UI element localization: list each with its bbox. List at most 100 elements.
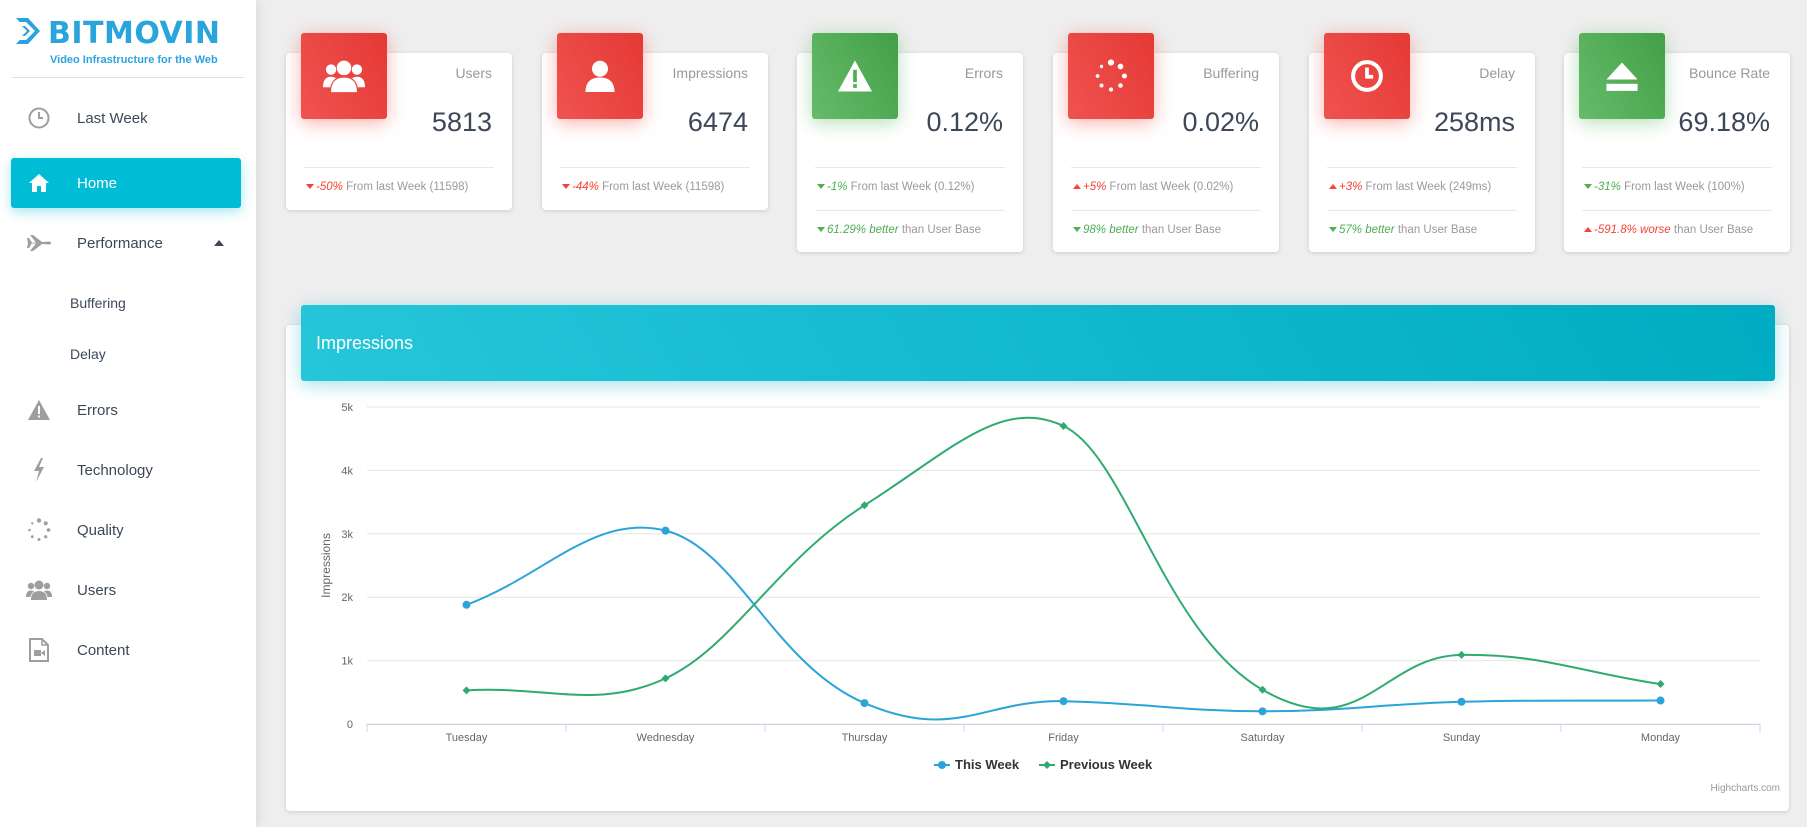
bitmovin-logo-icon [16,18,40,44]
brand-name: BITMOVIN [48,16,221,51]
y-axis-title: Impressions [319,533,333,598]
card-icon-box [557,33,643,119]
data-point[interactable] [1258,707,1267,716]
data-point[interactable] [1059,422,1068,431]
stat-card-delay: Delay 258ms +3% From last Week (249ms) 5… [1309,33,1535,252]
legend-symbol [1043,761,1051,769]
chart-legend: This Week Previous Week [934,757,1153,772]
card-value: 258ms [1433,107,1515,137]
card-divider [1582,210,1772,211]
series-line[interactable] [466,416,1661,710]
benchmark-value: 98% better [1073,224,1139,236]
card-footer-benchmark: -591.8% worse than User Base [1584,224,1753,236]
arrow-down-icon [1584,184,1592,190]
sidebar-item-label: Technology [77,461,153,479]
y-tick-label: 4k [341,465,353,477]
sidebar-item-last-week[interactable]: Last Week [11,93,241,143]
x-tick-label: Friday [1048,732,1079,744]
data-point[interactable] [1656,696,1665,705]
chart-header: Impressions [301,305,1775,381]
card-footer-change: -1% From last Week (0.12%) [817,181,974,193]
user-icon [585,60,615,92]
x-tick-label: Sunday [1443,732,1481,744]
data-point[interactable] [1059,697,1068,706]
sidebar-item-technology[interactable]: Technology [11,445,241,495]
card-icon-box [1068,33,1154,119]
sidebar-subitem-buffering[interactable]: Buffering [70,295,126,311]
data-point[interactable] [661,674,670,683]
legend-item[interactable]: This Week [934,757,1020,772]
impressions-chart-card [286,325,1789,811]
series-this-week[interactable] [462,526,1665,721]
card-footer-change: +3% From last Week (249ms) [1329,181,1491,193]
card-footer-change: -31% From last Week (100%) [1584,181,1745,193]
change-value: -31% [1584,181,1621,193]
card-title: Users [455,65,492,81]
brand-logo[interactable]: BITMOVIN Video Infrastructure for the We… [16,16,240,76]
y-tick-label: 5k [341,402,353,414]
arrow-down-icon [817,184,825,190]
sidebar-item-label: Quality [77,521,124,539]
data-point[interactable] [860,699,869,708]
sidebar-item-label: Content [77,641,130,659]
card-divider [304,167,494,168]
x-tick-label: Monday [1641,732,1681,744]
sidebar-subitem-delay[interactable]: Delay [70,346,106,362]
file-video-icon [25,636,53,664]
users-icon [25,576,53,604]
benchmark-value: 61.29% better [817,224,899,236]
y-tick-label: 1k [341,656,353,668]
card-value: 5813 [431,107,492,137]
legend-item[interactable]: Previous Week [1039,757,1153,772]
sidebar-item-performance[interactable]: Performance [11,218,241,268]
x-tick-label: Saturday [1240,732,1285,744]
sidebar-item-label: Users [77,581,117,599]
caret-up-icon[interactable] [214,240,224,246]
data-point[interactable] [661,526,670,535]
card-footer-benchmark: 61.29% better than User Base [817,224,981,236]
users-icon [323,60,365,93]
spinner-icon [25,516,53,544]
sidebar-item-label: Errors [77,401,118,419]
x-tick-label: Tuesday [446,732,488,744]
data-point[interactable] [1258,685,1267,694]
card-divider [815,210,1005,211]
sidebar-item-home[interactable]: Home [11,158,241,208]
x-tick-label: Wednesday [637,732,695,744]
card-divider [1071,210,1261,211]
card-title: Buffering [1203,65,1259,81]
data-point[interactable] [1457,650,1466,659]
data-point[interactable] [1656,680,1665,689]
x-tick-label: Thursday [842,732,888,744]
series-line[interactable] [466,526,1661,721]
brand-divider [12,77,244,78]
card-title: Delay [1479,65,1515,81]
arrow-up-icon [1584,227,1592,233]
data-point[interactable] [1457,697,1466,706]
data-point[interactable] [462,686,471,695]
card-divider [815,167,1005,168]
sidebar-item-content[interactable]: Content [11,625,241,675]
stat-card-buffering: Buffering 0.02% +5% From last Week (0.02… [1053,33,1279,252]
card-value: 0.12% [926,107,1003,137]
legend-label: This Week [955,757,1020,772]
impressions-line-chart[interactable]: 0 1k 2k 3k 4k 5k Tuesday Wednesday Thursday Frid… [286,381,1789,811]
highcharts-credits[interactable]: Highcharts.com [1711,783,1780,794]
stat-card-impressions: Impressions 6474 -44% From last Week (11… [542,33,768,210]
series-previous-week[interactable] [462,416,1665,710]
arrow-down-icon [562,184,570,190]
card-divider [1327,210,1517,211]
data-point[interactable] [462,600,471,609]
sidebar-item-quality[interactable]: Quality [11,505,241,555]
plane-icon [25,229,53,257]
y-axis-ticks: 0 1k 2k 3k 4k 5k [341,402,353,731]
arrow-down-icon [817,227,825,233]
card-footer-change: -50% From last Week (11598) [306,181,468,193]
card-icon-box [812,33,898,119]
stat-card-errors: Errors 0.12% -1% From last Week (0.12%) … [797,33,1023,252]
arrow-up-icon [1329,184,1337,190]
sidebar-item-users[interactable]: Users [11,565,241,615]
legend-label: Previous Week [1060,757,1153,772]
sidebar-item-label: Performance [77,234,163,252]
sidebar-item-errors[interactable]: Errors [11,385,241,435]
